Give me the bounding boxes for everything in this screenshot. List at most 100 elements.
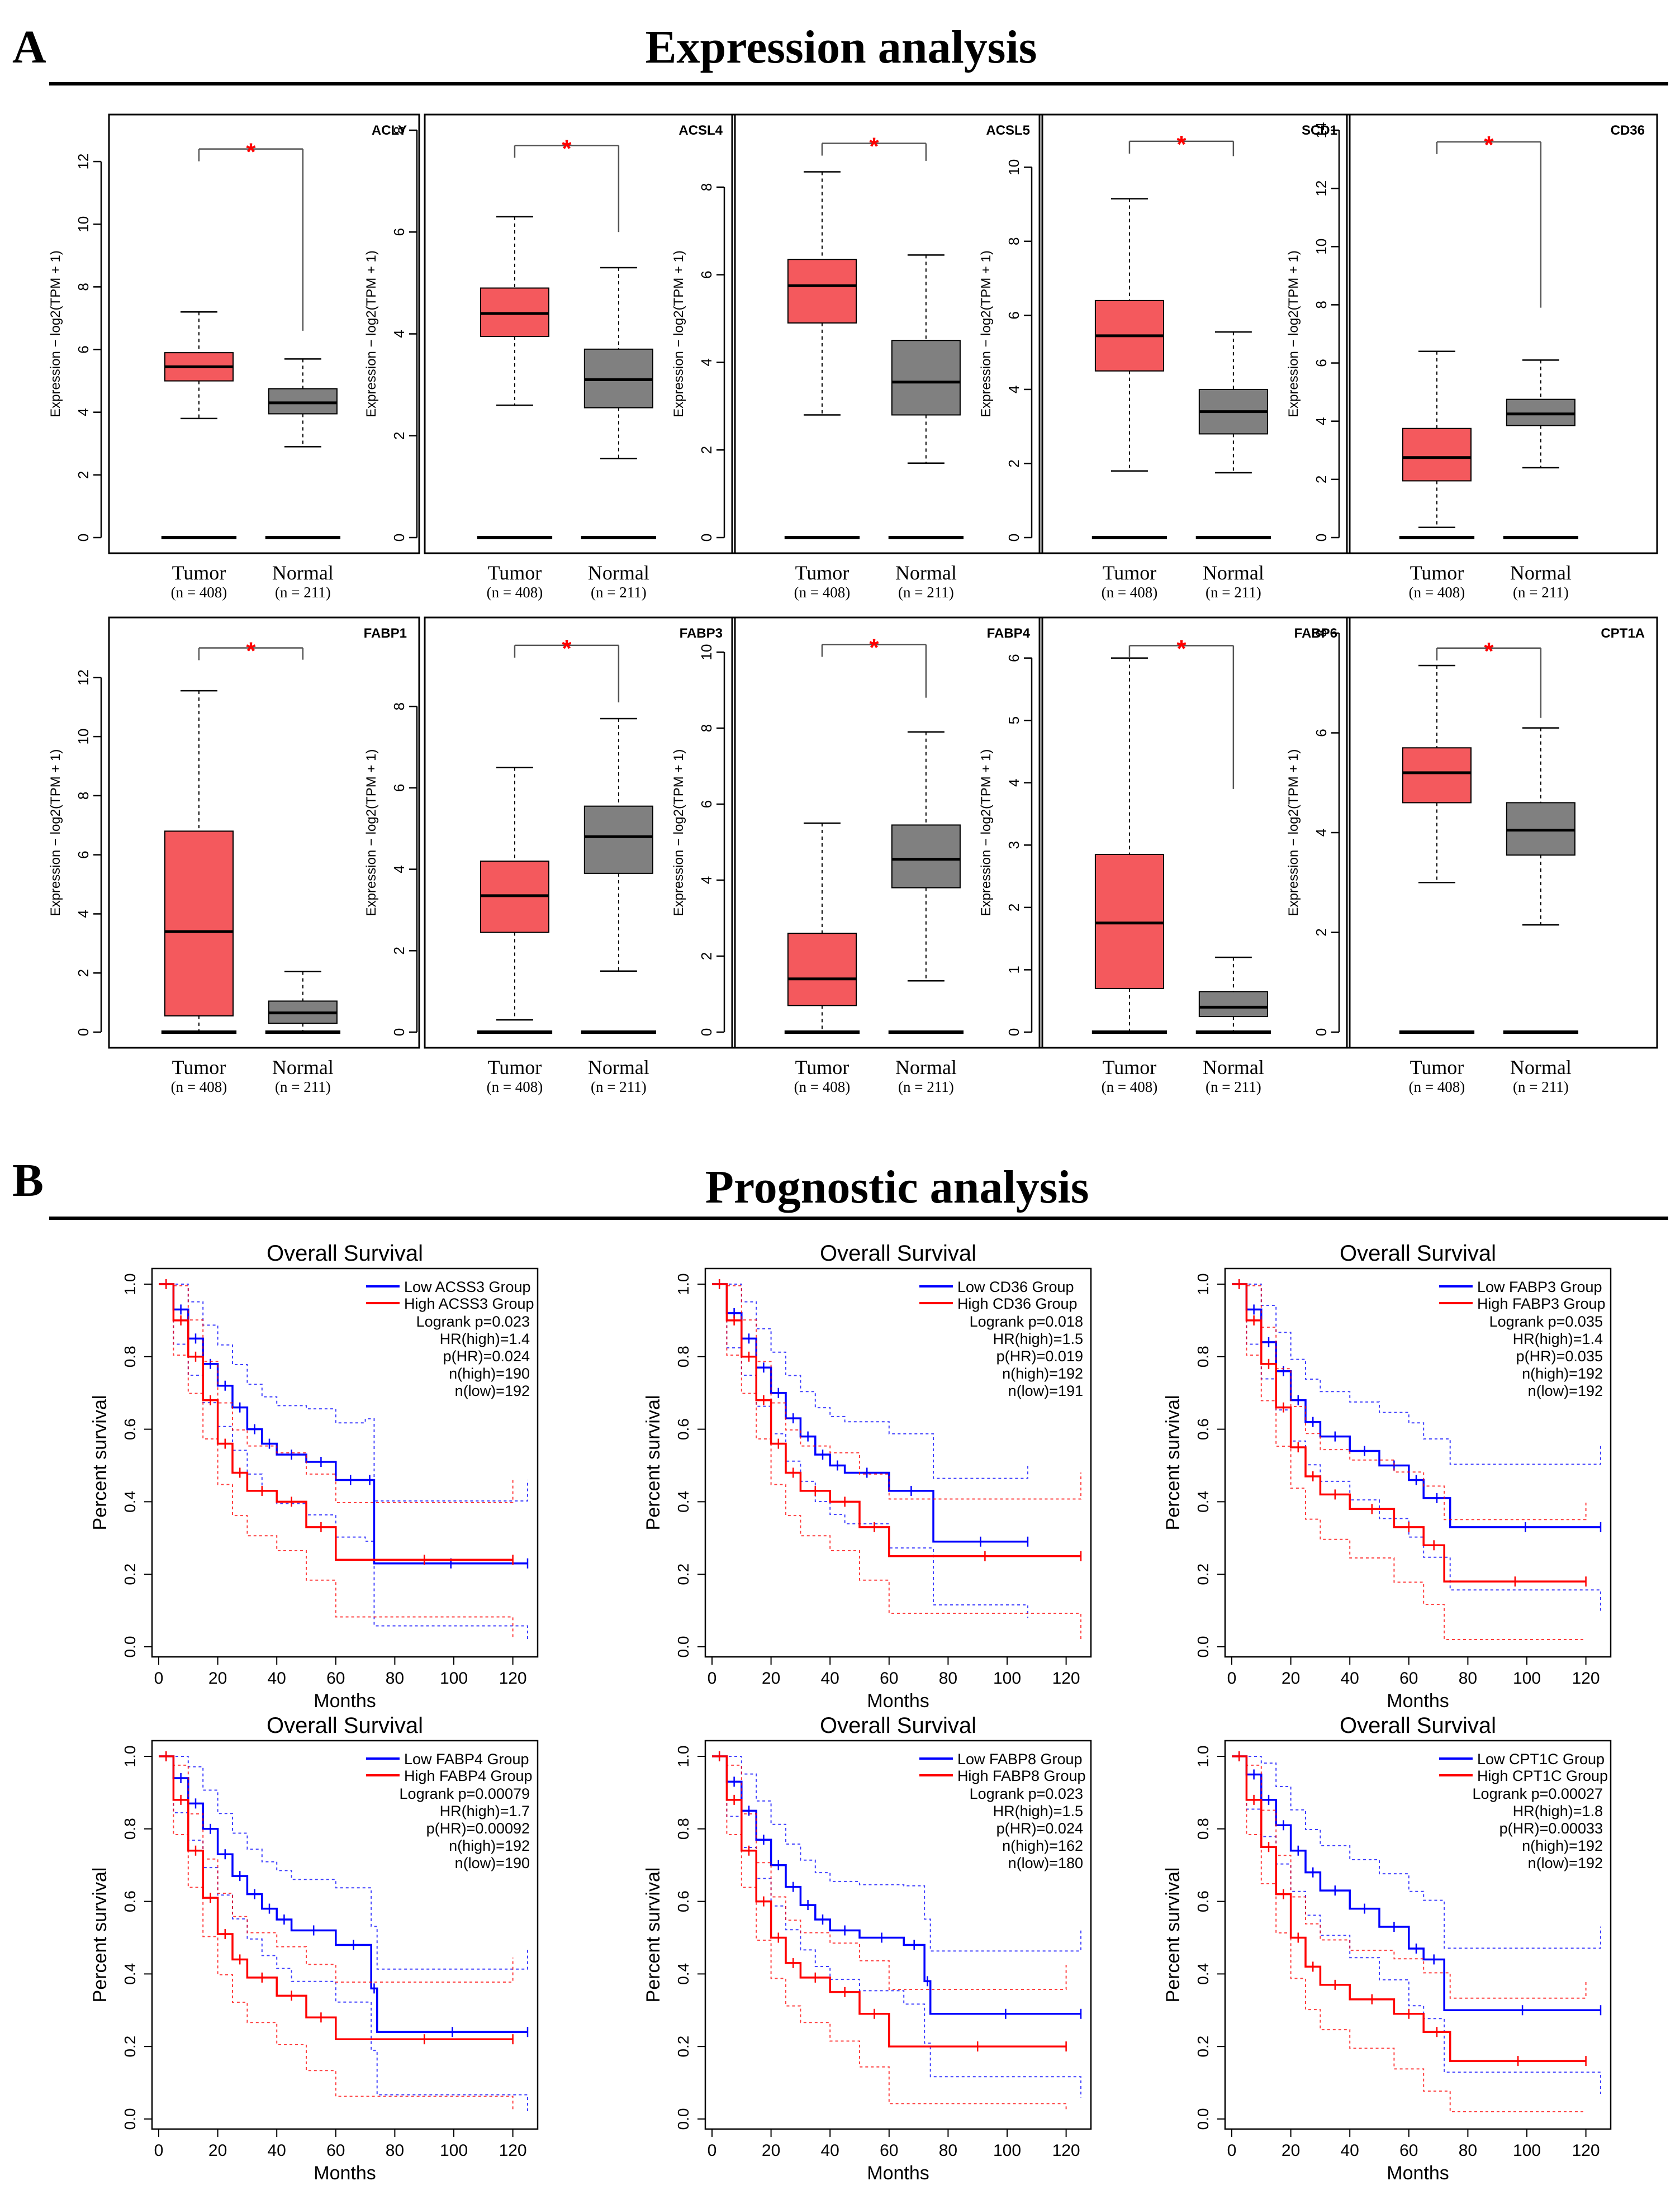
y-tick-label: 0.0 bbox=[121, 2108, 139, 2130]
group-label-tumor: Tumor bbox=[1410, 562, 1464, 584]
y-tick-label: 4 bbox=[698, 876, 715, 884]
low-ci-upper bbox=[159, 1756, 528, 1970]
group-label-normal: Normal bbox=[588, 1056, 649, 1079]
low-ci-upper bbox=[159, 1284, 528, 1502]
y-axis-label: Expression − log2(TPM + 1) bbox=[364, 250, 379, 417]
group-n-tumor: (n = 408) bbox=[487, 1079, 543, 1095]
km-title: Overall Survival bbox=[1340, 1241, 1496, 1266]
gene-label: FABP6 bbox=[1294, 626, 1337, 641]
x-tick-label: 60 bbox=[880, 2141, 898, 2160]
group-n-normal: (n = 211) bbox=[591, 1079, 647, 1095]
gene-label: FABP4 bbox=[987, 626, 1031, 641]
group-label-normal: Normal bbox=[895, 562, 957, 584]
y-tick-label: 6 bbox=[698, 800, 715, 808]
gene-label: CPT1A bbox=[1601, 626, 1645, 641]
y-tick-label: 6 bbox=[698, 270, 715, 278]
y-tick-label: 6 bbox=[391, 228, 407, 236]
y-axis-label: Percent survival bbox=[643, 1868, 664, 2003]
high-survival-curve bbox=[159, 1755, 513, 2040]
x-tick-label: 100 bbox=[440, 2141, 468, 2160]
legend-label-low: Low FABP4 Group bbox=[404, 1751, 529, 1768]
x-tick-label: 0 bbox=[154, 2141, 164, 2160]
y-tick-label: 0.8 bbox=[675, 1818, 692, 1840]
group-n-normal: (n = 211) bbox=[1513, 584, 1569, 601]
y-tick-label: 2 bbox=[391, 947, 407, 954]
km-stat-text: n(high)=192 bbox=[1522, 1365, 1603, 1382]
km-plot-acss3: 0 20 40 60 80 100 120 0.0 0.2 0.4 0.6 0.8 1.0 Overall… bbox=[89, 1241, 539, 1712]
low-ci-upper bbox=[712, 1756, 1081, 1952]
x-tick-label: 80 bbox=[386, 1669, 404, 1688]
y-tick-label: 1.0 bbox=[675, 1746, 692, 1768]
y-tick-label: 4 bbox=[75, 408, 92, 416]
plot-frame bbox=[704, 1267, 1092, 1658]
y-tick-label: 10 bbox=[1313, 239, 1330, 255]
x-tick-label: 40 bbox=[1341, 2141, 1359, 2160]
low-ci-lower bbox=[712, 1756, 1081, 2098]
km-plot-cd36: 0 20 40 60 80 100 120 0.0 0.2 0.4 0.6 0.8 1.0 Overall… bbox=[643, 1241, 1092, 1712]
x-tick-label: 60 bbox=[880, 1669, 898, 1688]
y-tick-label: 8 bbox=[75, 792, 92, 800]
boxplot-cpt1a: 0 2 4 6 8 Expression − log2(TPM + 1) CPT1A * Tum… bbox=[1286, 616, 1658, 1095]
y-tick-label: 0.2 bbox=[675, 2036, 692, 2058]
x-tick-label: 100 bbox=[993, 1669, 1021, 1688]
km-stat-text: HR(high)=1.4 bbox=[440, 1331, 530, 1347]
low-ci-upper bbox=[712, 1284, 1028, 1479]
km-title: Overall Survival bbox=[267, 1713, 423, 1738]
x-tick-label: 40 bbox=[268, 2141, 286, 2160]
km-stat-text: p(HR)=0.035 bbox=[1516, 1348, 1603, 1365]
x-tick-label: 100 bbox=[1513, 2141, 1541, 2160]
y-tick-label: 0 bbox=[1313, 534, 1330, 541]
y-axis-label: Expression − log2(TPM + 1) bbox=[48, 250, 63, 417]
group-n-normal: (n = 211) bbox=[1513, 1079, 1569, 1095]
x-axis-label: Months bbox=[1387, 2163, 1449, 2184]
x-tick-label: 80 bbox=[1459, 2141, 1477, 2160]
y-tick-label: 4 bbox=[1005, 386, 1022, 393]
gene-label: ACSL5 bbox=[986, 123, 1030, 138]
y-tick-label: 4 bbox=[1313, 829, 1330, 837]
km-stat-text: HR(high)=1.8 bbox=[1513, 1803, 1603, 1819]
group-n-tumor: (n = 408) bbox=[1102, 1079, 1158, 1095]
y-tick-label: 0.2 bbox=[1194, 2036, 1212, 2058]
y-tick-label: 1.0 bbox=[1194, 1746, 1212, 1768]
plot-frame bbox=[1038, 113, 1351, 554]
y-tick-label: 0 bbox=[391, 534, 407, 541]
gene-label: FABP1 bbox=[364, 626, 407, 641]
high-survival-curve bbox=[159, 1283, 513, 1561]
legend-label-high: High ACSS3 Group bbox=[404, 1295, 534, 1312]
y-tick-label: 8 bbox=[75, 283, 92, 291]
y-tick-label: 0.4 bbox=[1194, 1963, 1212, 1985]
y-tick-label: 0.8 bbox=[121, 1818, 139, 1840]
km-stat-text: Logrank p=0.00079 bbox=[400, 1785, 530, 1802]
y-tick-label: 0.8 bbox=[1194, 1818, 1212, 1840]
plot-frame bbox=[1224, 1740, 1612, 2130]
km-plot-cpt1c: 0 20 40 60 80 100 120 0.0 0.2 0.4 0.6 0.8 1.0 Overall… bbox=[1162, 1713, 1612, 2184]
plot-frame bbox=[108, 616, 420, 1049]
group-n-normal: (n = 211) bbox=[275, 1079, 331, 1095]
boxplot-acsl5: 0 2 4 6 8 Expression − log2(TPM + 1) ACSL5 * Tum… bbox=[671, 113, 1043, 601]
y-tick-label: 3 bbox=[1005, 841, 1022, 849]
group-label-normal: Normal bbox=[895, 1056, 957, 1079]
legend-label-high: High FABP4 Group bbox=[404, 1768, 533, 1784]
y-tick-label: 10 bbox=[698, 644, 715, 661]
km-stat-text: HR(high)=1.5 bbox=[993, 1331, 1083, 1347]
group-n-tumor: (n = 408) bbox=[1102, 584, 1158, 601]
y-tick-label: 8 bbox=[391, 702, 407, 710]
y-axis-label: Expression − log2(TPM + 1) bbox=[979, 749, 994, 916]
y-tick-label: 2 bbox=[1313, 476, 1330, 483]
km-stat-text: Logrank p=0.023 bbox=[970, 1785, 1083, 1802]
y-tick-label: 0.8 bbox=[675, 1346, 692, 1367]
y-tick-label: 0.6 bbox=[675, 1418, 692, 1440]
high-survival-curve bbox=[712, 1755, 1066, 2047]
y-tick-label: 0.6 bbox=[121, 1418, 139, 1440]
gene-label: ACSL4 bbox=[678, 123, 723, 138]
tumor-box bbox=[164, 830, 234, 1016]
high-ci-lower bbox=[1232, 1284, 1586, 1641]
y-tick-label: 4 bbox=[75, 910, 92, 918]
plot-frame bbox=[704, 1740, 1092, 2130]
high-ci-lower bbox=[712, 1284, 1081, 1640]
y-tick-label: 4 bbox=[1005, 779, 1022, 787]
y-tick-label: 0.6 bbox=[121, 1890, 139, 1912]
y-tick-label: 8 bbox=[698, 183, 715, 191]
group-n-normal: (n = 211) bbox=[275, 584, 331, 601]
